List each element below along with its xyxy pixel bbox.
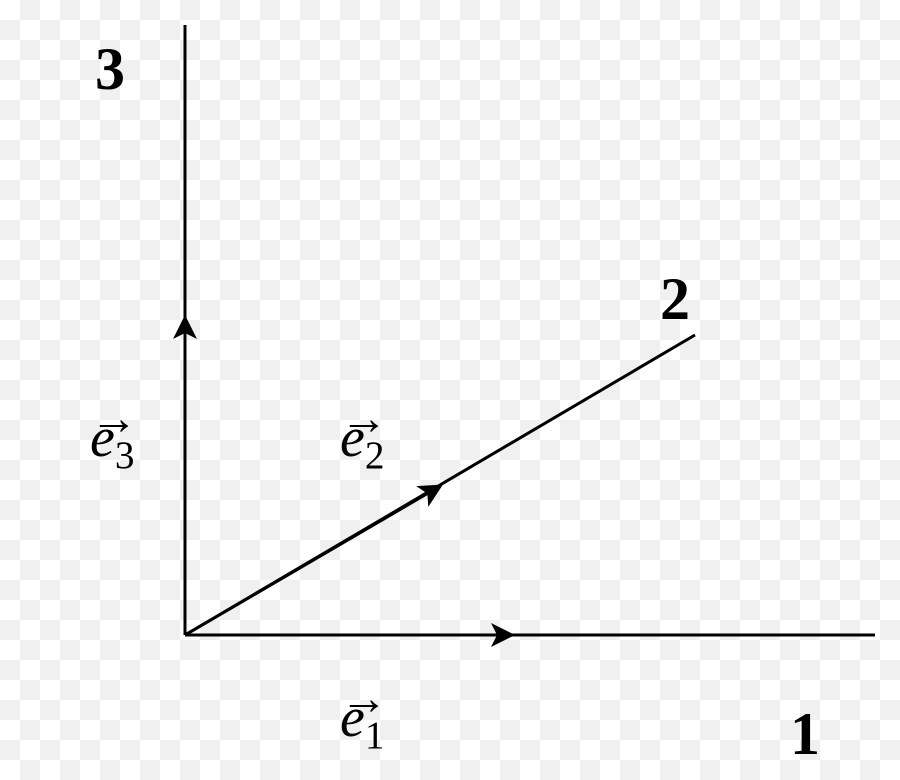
axis-2-label: 2 (660, 265, 690, 334)
diagram-svg (0, 0, 900, 780)
vector-e2 (185, 492, 430, 635)
vector-e2-label: → e2 (340, 410, 384, 475)
axis-1-label: 1 (790, 700, 820, 769)
axis-3-label: 3 (95, 35, 125, 104)
vector-e1-label: → e1 (340, 690, 384, 755)
vector-e3-label: → e3 (90, 410, 134, 475)
